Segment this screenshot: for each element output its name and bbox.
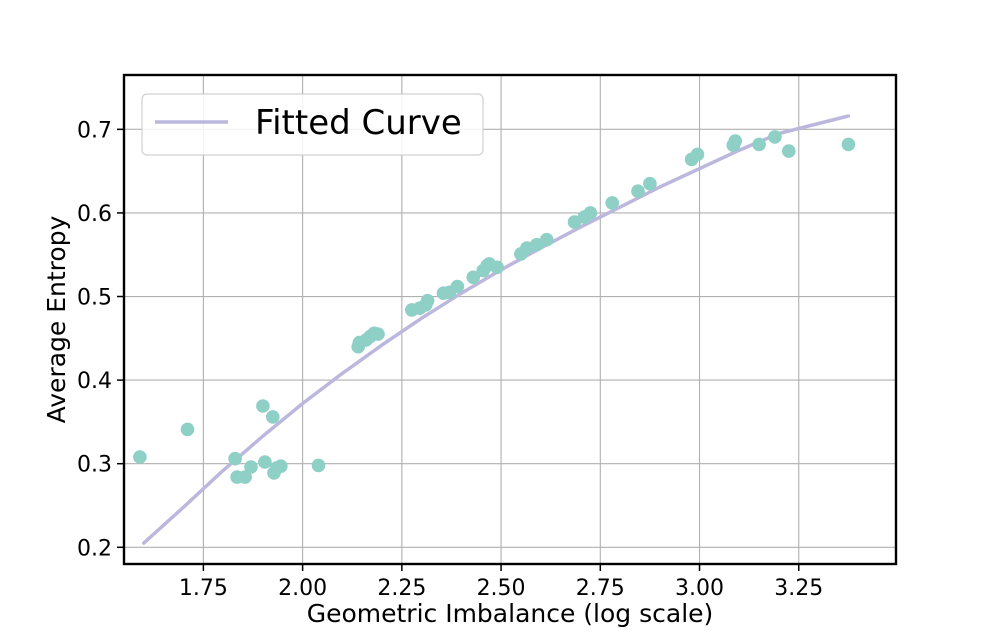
x-tick-label: 2.25 [377, 576, 426, 601]
x-tick-label: 2.00 [278, 576, 327, 601]
y-tick-label: 0.7 [77, 118, 112, 143]
data-point [583, 206, 598, 220]
y-axis-title: Average Entropy [42, 215, 71, 423]
data-point [258, 455, 272, 469]
data-point [631, 184, 645, 198]
x-tick-label: 2.75 [576, 576, 625, 601]
plot-frame [122, 73, 898, 566]
data-point [490, 260, 504, 275]
data-point [133, 450, 147, 464]
y-axis-ticks: 0.2 0.3 0.4 0.5 0.6 0.7 [77, 118, 124, 561]
data-point [311, 458, 326, 473]
data-point [228, 451, 242, 466]
data-point [768, 130, 782, 144]
data-point [605, 196, 619, 210]
x-axis-ticks: 1.75 2.00 2.25 2.50 2.75 3.00 3.25 [179, 564, 823, 601]
x-tick-label: 3.25 [774, 576, 823, 601]
data-point [274, 459, 288, 474]
data-point [782, 144, 796, 158]
data-point [450, 279, 465, 294]
data-point [752, 137, 766, 152]
data-point [643, 176, 657, 191]
y-tick-label: 0.2 [77, 536, 112, 561]
legend: Fitted Curve [141, 93, 484, 156]
legend-label-fitted-curve: Fitted Curve [255, 103, 462, 143]
y-tick-label: 0.3 [77, 453, 112, 478]
data-point [238, 470, 252, 484]
data-point [371, 327, 385, 341]
data-point [256, 399, 270, 413]
data-point [420, 293, 435, 308]
data-point [244, 460, 258, 474]
legend-box [141, 93, 484, 156]
data-point [728, 134, 742, 148]
y-tick-label: 0.4 [77, 369, 112, 394]
x-tick-label: 3.00 [675, 576, 724, 601]
data-point [180, 422, 195, 437]
data-point [690, 147, 705, 162]
x-tick-label: 1.75 [179, 576, 228, 601]
y-tick-label: 0.5 [77, 286, 112, 311]
data-point [539, 232, 554, 247]
data-point [466, 270, 481, 285]
data-points-layer [133, 130, 856, 484]
y-tick-label: 0.6 [77, 202, 112, 227]
data-point [266, 410, 280, 424]
data-point [841, 137, 856, 152]
x-tick-label: 2.50 [477, 576, 526, 601]
x-axis-title: Geometric Imbalance (log scale) [307, 599, 714, 628]
